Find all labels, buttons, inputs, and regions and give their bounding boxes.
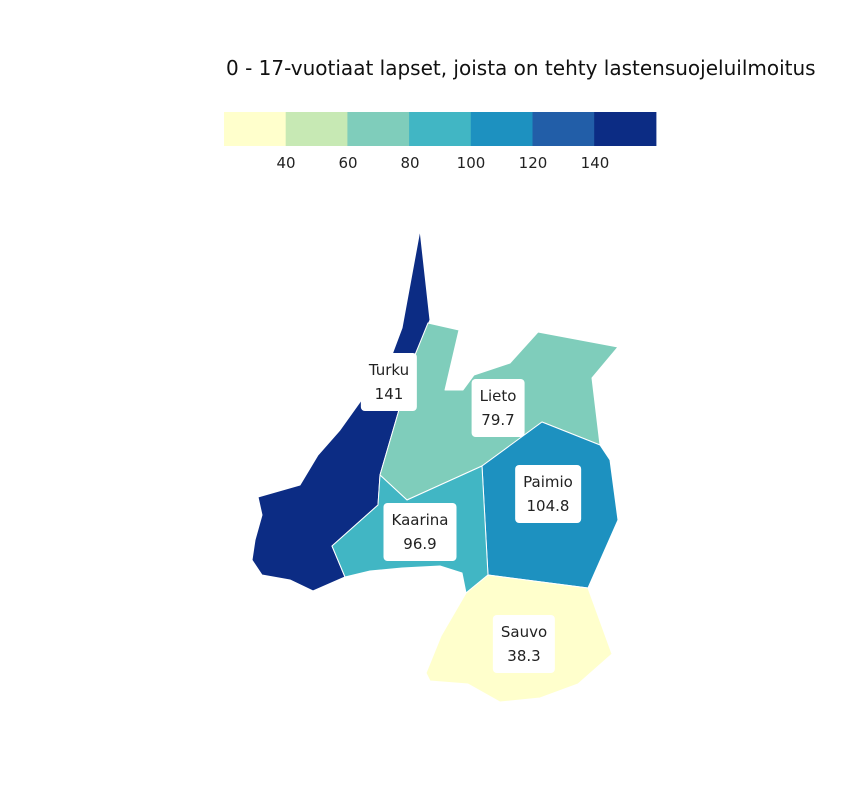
region-value: 79.7 [481, 411, 515, 429]
region-label-sauvo: Sauvo 38.3 [492, 615, 556, 673]
region-name: Turku [368, 361, 410, 379]
legend-tick-label: 60 [338, 154, 358, 172]
region-value: 96.9 [403, 535, 437, 553]
region-value: 141 [374, 385, 404, 403]
region-value: 104.8 [526, 497, 570, 515]
region-label-turku: Turku 141 [360, 353, 418, 411]
legend-color-bar [224, 112, 657, 146]
legend-swatch [594, 112, 657, 146]
legend-swatch [224, 112, 287, 146]
legend-swatch [409, 112, 472, 146]
region-label-paimio: Paimio 104.8 [515, 465, 581, 523]
region-value: 38.3 [507, 647, 541, 665]
legend-tick-label: 100 [456, 154, 486, 172]
region-label-kaarina: Kaarina 96.9 [383, 503, 457, 561]
region-name: Lieto [479, 387, 517, 405]
region-name: Sauvo [500, 623, 548, 641]
map-title: 0 - 17-vuotiaat lapset, joista on tehty … [226, 56, 816, 80]
legend-swatch [347, 112, 410, 146]
legend-tick-label: 120 [518, 154, 548, 172]
region-name: Kaarina [391, 511, 449, 529]
legend-swatch [285, 112, 348, 146]
legend-tick-label: 140 [580, 154, 610, 172]
region-name: Paimio [523, 473, 573, 491]
legend-tick-label: 40 [276, 154, 296, 172]
legend-swatch [470, 112, 533, 146]
legend-tick-label: 80 [400, 154, 420, 172]
region-label-lieto: Lieto 79.7 [471, 379, 525, 437]
legend-swatch [532, 112, 595, 146]
